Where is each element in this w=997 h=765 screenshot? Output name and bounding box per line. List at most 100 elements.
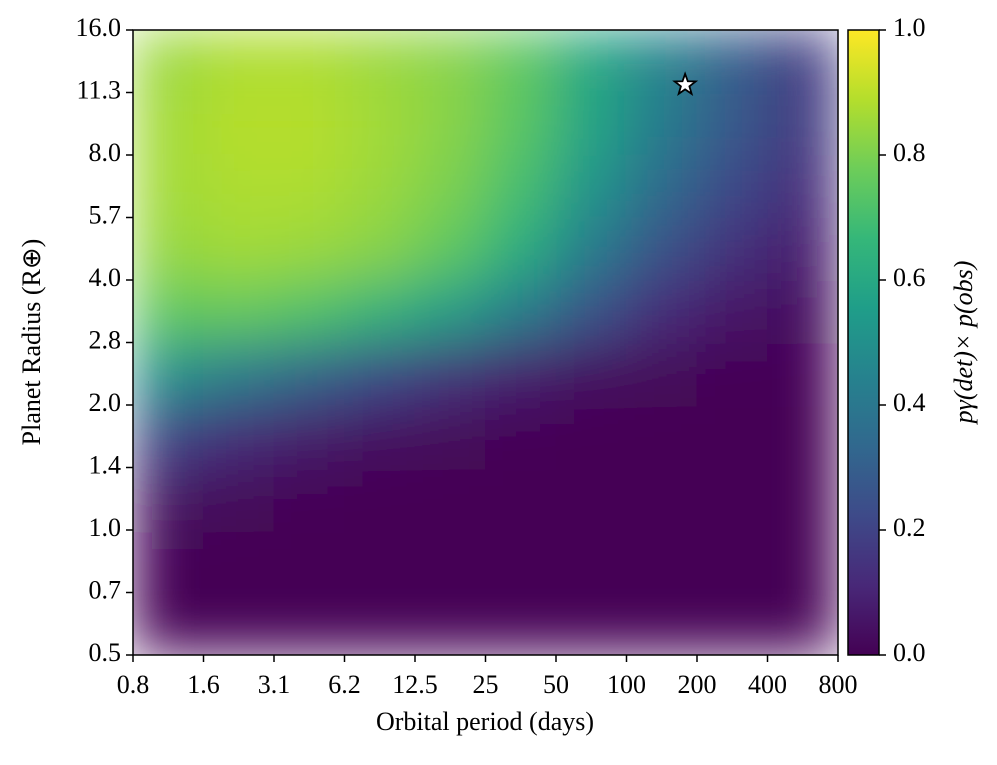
heat-cell [133, 404, 204, 469]
heat-cell [767, 30, 838, 94]
x-tick-label: 3.1 [258, 670, 291, 699]
heat-cell [555, 216, 627, 281]
heat-cell [696, 404, 768, 469]
y-tick-label: 0.7 [89, 575, 122, 604]
heat-cell [203, 467, 275, 531]
heat-cell [273, 216, 345, 281]
heat-cell [767, 529, 838, 594]
heat-cell [273, 279, 345, 344]
heat-cell [485, 529, 557, 594]
heat-cell [133, 529, 204, 594]
colorbar [847, 29, 880, 656]
heat-cell [203, 216, 275, 281]
heat-cell [203, 404, 275, 469]
heat-cell [485, 279, 557, 344]
heat-cell [696, 92, 768, 156]
x-tick-label: 12.5 [392, 670, 438, 699]
heat-cell [414, 342, 486, 406]
heat-cell [696, 467, 768, 531]
y-tick-label: 1.0 [89, 513, 122, 542]
heat-cell [626, 467, 698, 531]
heat-cell [414, 592, 486, 655]
colorbar-label: pγ(det)× p(obs) [949, 261, 978, 426]
heat-cell [344, 529, 416, 594]
heat-cell [273, 467, 345, 531]
heat-cell [133, 154, 204, 218]
x-tick-label: 6.2 [328, 670, 361, 699]
x-tick-label: 1.6 [187, 670, 220, 699]
heat-cell [767, 592, 838, 655]
x-tick-label: 50 [543, 670, 569, 699]
heat-cell [696, 529, 768, 594]
heat-cell [203, 279, 275, 344]
heat-cell [767, 342, 838, 406]
heat-cell [414, 92, 486, 156]
colorbar-tick-label: 0.6 [893, 263, 926, 292]
colorbar-tick-label: 0.4 [893, 388, 926, 417]
heat-cell [344, 92, 416, 156]
y-tick-label: 0.5 [89, 638, 122, 667]
y-tick-label: 4.0 [89, 263, 122, 292]
heat-cell [626, 279, 698, 344]
heat-cell [203, 30, 275, 94]
heat-cell [133, 92, 204, 156]
colorbar-tick-label: 1.0 [893, 13, 926, 42]
x-tick-label: 25 [473, 670, 499, 699]
x-tick-label: 200 [678, 670, 717, 699]
colorbar-tick-label: 0.0 [893, 638, 926, 667]
heat-cell [555, 30, 627, 94]
heat-cell [133, 342, 204, 406]
heat-cell [626, 404, 698, 469]
heat-cell [626, 216, 698, 281]
heat-cell [485, 467, 557, 531]
heat-cell [414, 30, 486, 94]
heat-cell [626, 92, 698, 156]
heat-cell [555, 592, 627, 655]
heat-cell [555, 279, 627, 344]
heat-cell [344, 342, 416, 406]
heat-cell [555, 404, 627, 469]
heat-cell [626, 154, 698, 218]
heat-cell [485, 592, 557, 655]
heat-cell [344, 216, 416, 281]
heat-cell [696, 279, 768, 344]
heat-cell [696, 592, 768, 655]
heat-cell [555, 342, 627, 406]
heat-cell [485, 216, 557, 281]
heat-cell [414, 154, 486, 218]
heat-cell [273, 30, 345, 94]
heat-cell [273, 404, 345, 469]
heat-cell [414, 529, 486, 594]
heat-cell [273, 592, 345, 655]
heat-cell [133, 467, 204, 531]
heat-cell [626, 592, 698, 655]
y-tick-label: 1.4 [89, 450, 122, 479]
heat-cell [767, 216, 838, 281]
colorbar-tick-label: 0.2 [893, 513, 926, 542]
x-axis-label: Orbital period (days) [376, 707, 594, 736]
heat-cell [133, 279, 204, 344]
x-tick-label: 400 [748, 670, 787, 699]
y-tick-label: 2.8 [89, 325, 122, 354]
heat-cell [696, 342, 768, 406]
x-tick-label: 800 [819, 670, 858, 699]
heat-cell [767, 154, 838, 218]
heat-cell [203, 529, 275, 594]
y-tick-label: 11.3 [76, 75, 121, 104]
heat-cell [344, 279, 416, 344]
heat-cell [696, 154, 768, 218]
colorbar-tick-label: 0.8 [893, 138, 926, 167]
heat-cell [626, 342, 698, 406]
heat-cell [273, 92, 345, 156]
y-tick-label: 8.0 [89, 138, 122, 167]
heat-cell [555, 92, 627, 156]
heat-cell [273, 342, 345, 406]
heat-cell [485, 30, 557, 94]
heat-cell [133, 30, 204, 94]
heatmap [133, 30, 838, 655]
heat-cell [555, 154, 627, 218]
y-tick-label: 16.0 [76, 13, 122, 42]
heat-cell [767, 404, 838, 469]
heat-cell [767, 467, 838, 531]
